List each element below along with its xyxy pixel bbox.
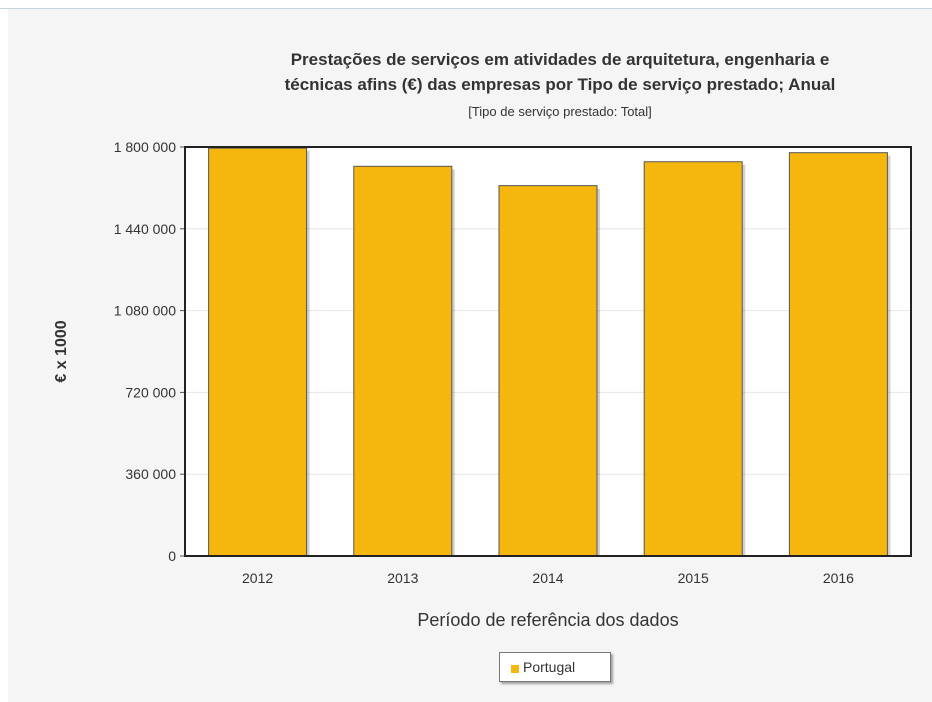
x-tick-label: 2014 (532, 570, 563, 586)
bar (498, 185, 598, 557)
legend-swatch-portugal (511, 665, 519, 673)
chart-title-line-2: técnicas afins (€) das empresas por Tipo… (284, 75, 836, 94)
bar (643, 161, 743, 557)
bar (353, 165, 453, 557)
legend[interactable]: Portugal (499, 652, 611, 682)
chart-title-line-1: Prestações de serviços em atividades de … (290, 50, 830, 69)
y-tick-label: 720 000 (125, 384, 176, 400)
bar (208, 147, 308, 557)
x-tick-label: 2015 (678, 570, 709, 586)
y-tick-label: 1 440 000 (114, 221, 176, 237)
bar (788, 152, 888, 557)
y-tick-label: 360 000 (125, 466, 176, 482)
y-tick-label: 0 (168, 548, 176, 564)
plot-border (184, 146, 912, 557)
y-tick-label: 1 080 000 (114, 303, 176, 319)
legend-label-portugal: Portugal (523, 659, 576, 675)
x-tick-label: 2013 (387, 570, 418, 586)
chart-subtitle: [Tipo de serviço prestado: Total] (468, 104, 652, 119)
x-tick-label: 2016 (823, 570, 854, 586)
top-divider (0, 8, 932, 9)
x-axis-label: Período de referência dos dados (417, 610, 678, 630)
x-tick-label: 2012 (242, 570, 273, 586)
y-tick-label: 1 800 000 (114, 139, 176, 155)
y-axis-label: € x 1000 (53, 320, 70, 382)
